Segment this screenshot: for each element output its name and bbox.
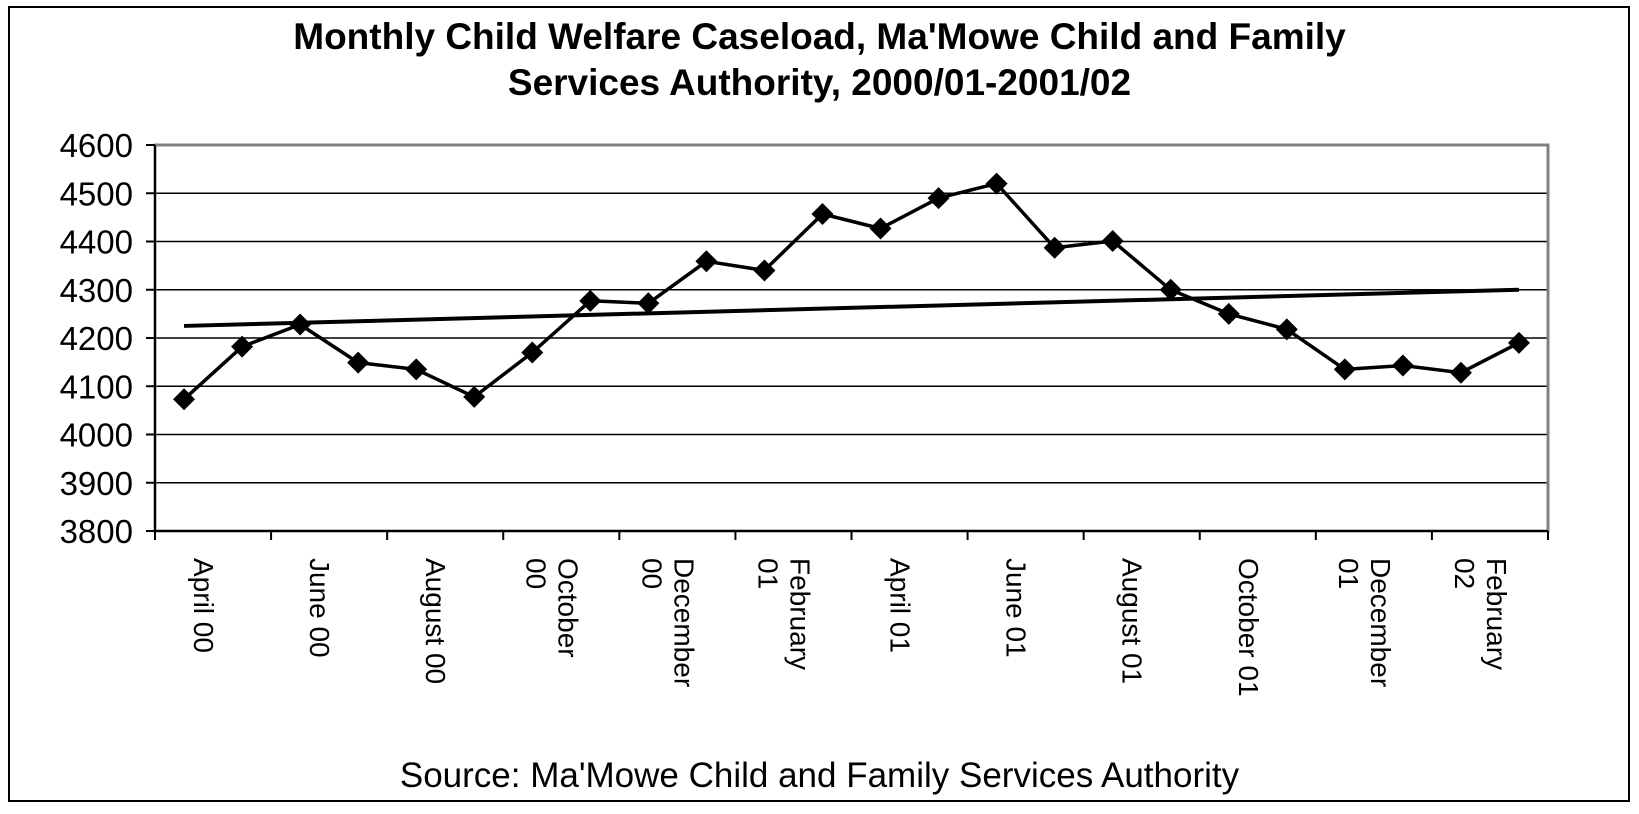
x-tick-label: August 00 <box>420 558 451 684</box>
x-tick-label-line: December <box>668 558 699 687</box>
data-point <box>231 335 254 358</box>
data-point <box>1159 278 1182 301</box>
x-tick-label: June 01 <box>1001 558 1032 658</box>
axes <box>146 144 1549 540</box>
data-point <box>1043 236 1066 259</box>
x-tick-label-line: 02 <box>1449 558 1480 589</box>
trendline <box>183 287 1520 328</box>
data-point <box>869 217 892 240</box>
data-point <box>695 250 718 273</box>
x-tick-label-line: December <box>1365 558 1396 687</box>
chart-title-line-2: Services Authority, 2000/01-2001/02 <box>507 62 1132 103</box>
y-tick-label: 4300 <box>60 272 133 309</box>
data-point <box>985 172 1008 195</box>
data-point <box>289 313 312 336</box>
y-tick-label: 4100 <box>60 368 133 405</box>
y-tick-label: 4400 <box>60 224 133 261</box>
data-point <box>405 358 428 381</box>
x-tick-label-line: June 00 <box>304 558 335 658</box>
x-tick-label: June 00 <box>304 558 335 658</box>
data-point <box>1275 318 1298 341</box>
x-tick-label: April 00 <box>188 558 219 653</box>
x-tick-label: April 01 <box>885 558 916 653</box>
x-tick-label-line: April 01 <box>885 558 916 653</box>
chart-frame <box>8 6 1630 802</box>
data-point <box>1449 361 1472 384</box>
x-tick-label: August 01 <box>1117 558 1148 684</box>
x-tick-label-line: August 01 <box>1117 558 1148 684</box>
data-point <box>173 388 196 411</box>
x-tick-label-line: June 01 <box>1001 558 1032 658</box>
y-tick-label: 4000 <box>60 417 133 454</box>
y-tick-labels: 3800 3900 4000 4100 4200 4300 4400 4500 4600 <box>60 127 133 550</box>
x-tick-label: October 01 <box>1233 558 1264 697</box>
data-point <box>1391 354 1414 377</box>
x-tick-label-line: October 01 <box>1233 558 1264 697</box>
data-point <box>1101 230 1124 253</box>
gridlines <box>155 144 1548 484</box>
x-tick-label-line: 01 <box>1333 558 1364 589</box>
data-point <box>579 289 602 312</box>
trendline-layer <box>183 287 1520 328</box>
data-point <box>521 341 544 364</box>
series-line <box>182 181 1520 401</box>
x-tick-label-line: 00 <box>520 558 551 589</box>
source-note: Source: Ma'Mowe Child and Family Service… <box>399 756 1240 795</box>
x-tick-label-line: 00 <box>636 558 667 589</box>
data-point <box>753 259 776 282</box>
data-point <box>1217 302 1240 325</box>
x-tick-label-line: August 00 <box>420 558 451 684</box>
data-point <box>1507 331 1530 354</box>
data-point <box>347 351 370 374</box>
y-tick-label: 4500 <box>60 175 133 212</box>
data-point <box>927 187 950 210</box>
data-point <box>811 202 834 225</box>
data-point <box>637 292 660 315</box>
chart-title-line-1: Monthly Child Welfare Caseload, Ma'Mowe … <box>293 16 1346 57</box>
y-tick-label: 4200 <box>60 320 133 357</box>
data-point <box>463 385 486 408</box>
y-tick-label: 4600 <box>60 127 133 164</box>
x-tick-label-line: April 00 <box>188 558 219 653</box>
data-point <box>1333 358 1356 381</box>
x-tick-label-line: October <box>552 558 583 658</box>
series-layer <box>173 172 1530 411</box>
x-tick-label-line: 01 <box>752 558 783 589</box>
y-tick-label: 3900 <box>60 465 133 502</box>
chart-title: Monthly Child Welfare Caseload, Ma'Mowe … <box>0 14 1639 106</box>
y-tick-label: 3800 <box>60 513 133 550</box>
x-tick-label-line: February <box>784 558 815 670</box>
x-tick-label-line: February <box>1481 558 1512 670</box>
